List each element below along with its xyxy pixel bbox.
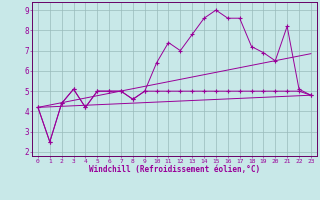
X-axis label: Windchill (Refroidissement éolien,°C): Windchill (Refroidissement éolien,°C) bbox=[89, 165, 260, 174]
